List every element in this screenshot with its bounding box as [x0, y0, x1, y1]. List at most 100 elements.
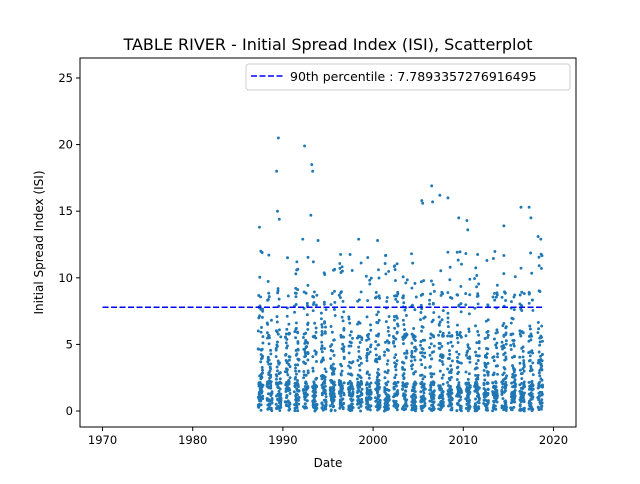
- scatter-point: [475, 408, 479, 411]
- scatter-point: [284, 353, 287, 357]
- scatter-point: [295, 406, 299, 410]
- scatter-point: [278, 371, 282, 375]
- scatter-point: [321, 386, 325, 390]
- scatter-point: [259, 408, 263, 412]
- scatter-point: [482, 368, 486, 372]
- scatter-point: [340, 369, 344, 373]
- scatter-point: [501, 382, 505, 386]
- scatter-point: [365, 354, 369, 358]
- scatter-point: [320, 383, 324, 387]
- scatter-point: [257, 381, 261, 385]
- scatter-point: [359, 356, 363, 360]
- scatter-point: [356, 391, 359, 394]
- scatter-point: [275, 169, 279, 173]
- scatter-point: [420, 329, 424, 333]
- scatter-point: [333, 267, 337, 271]
- scatter-point: [421, 385, 425, 389]
- scatter-point: [259, 385, 263, 389]
- scatter-point: [394, 373, 398, 377]
- scatter-point: [530, 368, 534, 372]
- scatter-point: [459, 334, 463, 338]
- scatter-point: [304, 373, 308, 377]
- scatter-point: [393, 400, 397, 404]
- scatter-point: [422, 391, 426, 395]
- scatter-point: [356, 399, 360, 402]
- scatter-point: [302, 360, 306, 364]
- scatter-point: [520, 372, 524, 375]
- scatter-point: [502, 408, 506, 412]
- scatter-point: [384, 381, 388, 385]
- scatter-point: [365, 371, 369, 375]
- scatter-point: [275, 315, 279, 319]
- scatter-point: [314, 303, 318, 307]
- scatter-point: [410, 403, 414, 407]
- scatter-point: [358, 374, 362, 378]
- scatter-point: [420, 307, 424, 311]
- scatter-point: [256, 347, 260, 351]
- scatter-point: [351, 336, 354, 340]
- scatter-point: [530, 380, 534, 384]
- scatter-point: [447, 384, 450, 387]
- scatter-point: [360, 392, 364, 396]
- scatter-point: [306, 352, 310, 356]
- scatter-point: [414, 396, 418, 399]
- scatter-point: [446, 367, 450, 371]
- scatter-point: [258, 225, 261, 229]
- scatter-point: [403, 397, 407, 401]
- scatter-point: [473, 406, 477, 410]
- scatter-point: [376, 367, 380, 371]
- scatter-point: [465, 219, 469, 222]
- scatter-point: [342, 381, 346, 385]
- scatter-point: [295, 260, 299, 264]
- scatter-point: [366, 256, 370, 259]
- scatter-point: [467, 401, 471, 404]
- scatter-point: [277, 406, 281, 410]
- scatter-point: [386, 396, 390, 399]
- scatter-point: [495, 328, 499, 332]
- scatter-point: [446, 341, 450, 345]
- scatter-point: [527, 301, 531, 305]
- scatter-point: [331, 371, 335, 375]
- scatter-point: [330, 390, 334, 394]
- scatter-point: [522, 363, 526, 367]
- scatter-point: [294, 395, 298, 399]
- scatter-point: [423, 355, 427, 359]
- scatter-point: [413, 380, 417, 384]
- scatter-point: [386, 326, 390, 329]
- scatter-point: [502, 390, 506, 394]
- scatter-point: [387, 407, 390, 410]
- scatter-point: [468, 360, 472, 364]
- scatter-point: [269, 408, 273, 412]
- scatter-point: [296, 409, 300, 413]
- scatter-point: [268, 403, 272, 407]
- scatter-point: [477, 340, 481, 344]
- scatter-point: [324, 370, 328, 374]
- x-axis-label: Date: [314, 456, 343, 470]
- scatter-point: [455, 393, 459, 396]
- scatter-point: [504, 381, 508, 384]
- scatter-point: [295, 381, 299, 385]
- scatter-point: [491, 393, 495, 397]
- scatter-point: [475, 380, 478, 384]
- scatter-point: [473, 385, 477, 388]
- scatter-point: [476, 253, 480, 256]
- scatter-point: [423, 366, 427, 370]
- scatter-point: [477, 333, 481, 337]
- scatter-point: [528, 354, 532, 358]
- scatter-point: [376, 334, 380, 338]
- scatter-point: [261, 341, 265, 345]
- scatter-point: [522, 392, 526, 396]
- scatter-point: [405, 404, 409, 408]
- scatter-point: [393, 344, 397, 348]
- scatter-point: [260, 375, 264, 379]
- y-axis-ticks: 0 5 10 15 20 25: [58, 71, 80, 418]
- scatter-point: [440, 344, 444, 348]
- scatter-point: [258, 275, 262, 279]
- scatter-point: [440, 318, 444, 322]
- scatter-point: [477, 282, 481, 286]
- scatter-point: [376, 373, 380, 377]
- scatter-point: [459, 405, 463, 409]
- scatter-point: [519, 334, 523, 338]
- scatter-point: [402, 376, 406, 380]
- scatter-point: [491, 381, 495, 385]
